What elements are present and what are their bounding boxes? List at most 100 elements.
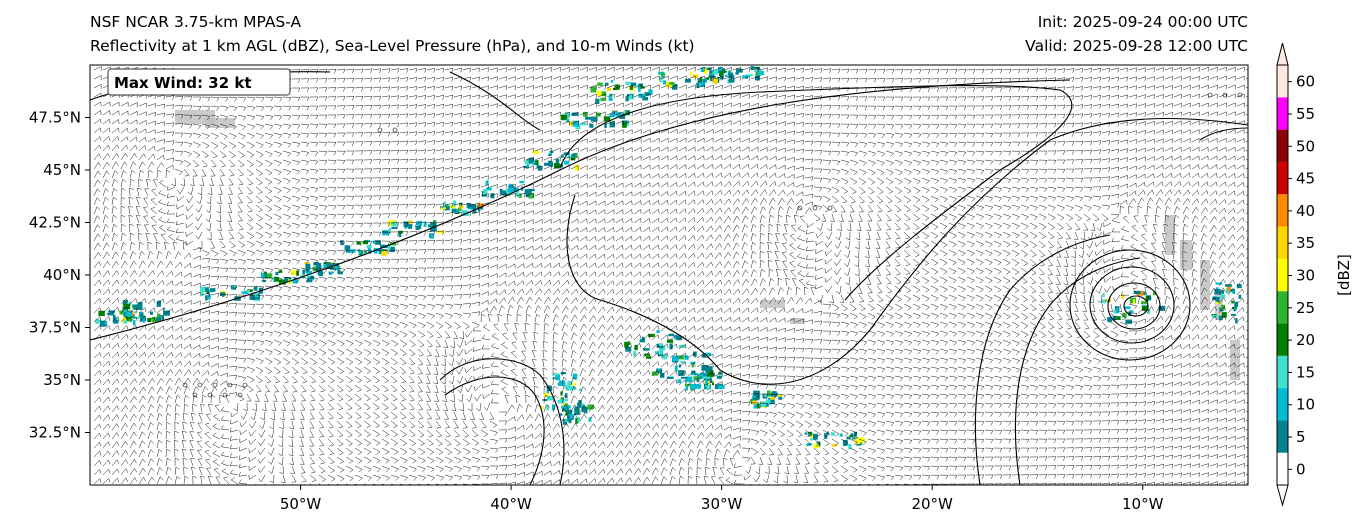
- reflectivity-cell: [279, 279, 286, 285]
- reflectivity-cell: [768, 398, 775, 404]
- reflectivity-cell: [1121, 294, 1125, 299]
- reflectivity-cell: [1221, 290, 1224, 294]
- reflectivity-cell: [560, 114, 568, 121]
- colorbar-tick-label: 25: [1296, 299, 1315, 317]
- colorbar-segment: [1277, 65, 1288, 98]
- reflectivity-cell: [722, 70, 727, 73]
- reflectivity-cell: [524, 189, 532, 195]
- reflectivity-cell: [561, 163, 563, 168]
- reflectivity-cell: [485, 187, 492, 191]
- longitude-ticks: 50°W 40°W 30°W 20°W 10°W: [280, 485, 1164, 513]
- reflectivity-cell: [292, 278, 298, 283]
- reflectivity-cell: [406, 224, 413, 228]
- reflectivity-cell: [308, 276, 315, 280]
- reflectivity-cell: [1212, 296, 1217, 301]
- reflectivity-cell: [335, 266, 341, 271]
- reflectivity-cell: [330, 266, 337, 270]
- reflectivity-cell: [705, 370, 710, 374]
- reflectivity-cell: [656, 330, 660, 333]
- reflectivity-cell: [398, 233, 402, 238]
- max-wind-box: Max Wind: 32 kt: [107, 68, 291, 96]
- reflectivity-cell: [1101, 299, 1107, 304]
- reflectivity-cell: [156, 313, 161, 319]
- reflectivity-cell: [323, 264, 330, 269]
- calm-wind-circle: [212, 382, 218, 388]
- reflectivity-cell: [581, 406, 587, 413]
- reflectivity-cell: [1238, 294, 1242, 299]
- reflectivity-cell: [813, 443, 819, 449]
- reflectivity-cell: [604, 123, 607, 129]
- reflectivity-cell: [656, 344, 663, 348]
- reflectivity-cell: [1129, 310, 1134, 314]
- reflectivity-cell: [387, 244, 391, 250]
- reflectivity-cell: [1227, 286, 1231, 292]
- reflectivity-cell: [372, 240, 376, 244]
- reflectivity-cell: [391, 226, 398, 229]
- reflectivity-cell: [709, 70, 714, 74]
- reflectivity-cell: [629, 85, 633, 90]
- isobar: [439, 358, 565, 485]
- reflectivity-cell: [570, 157, 576, 161]
- calm-wind-circle: [197, 382, 203, 388]
- reflectivity-cell: [648, 89, 653, 95]
- colorbar-tick-label: 40: [1296, 202, 1315, 220]
- reflectivity-cell: [641, 336, 645, 342]
- reflectivity-cell: [770, 396, 775, 400]
- reflectivity-cell: [440, 207, 446, 210]
- reflectivity-cell: [1115, 316, 1121, 320]
- colorbar-tick-label: 5: [1296, 428, 1306, 446]
- calm-wind-circle: [827, 205, 833, 211]
- reflectivity-cell: [1215, 282, 1223, 285]
- reflectivity-cell: [200, 286, 206, 293]
- reflectivity-field: [95, 66, 1242, 450]
- reflectivity-cell: [443, 206, 450, 211]
- reflectivity-cell: [563, 403, 566, 407]
- colorbar-tick-label: 35: [1296, 234, 1315, 252]
- reflectivity-cell: [574, 165, 580, 171]
- reflectivity-cell: [703, 377, 708, 381]
- colorbar-tick-label: 45: [1296, 170, 1315, 188]
- reflectivity-cell: [307, 275, 311, 278]
- reflectivity-cell: [735, 71, 739, 75]
- lat-tick-label: 32.5°N: [29, 424, 81, 442]
- reflectivity-cell: [778, 394, 783, 397]
- reflectivity-cell: [587, 404, 594, 410]
- reflectivity-cell: [560, 372, 566, 375]
- reflectivity-cell: [625, 346, 632, 352]
- reflectivity-cell: [415, 225, 420, 231]
- reflectivity-cell: [564, 112, 570, 118]
- reflectivity-cell: [581, 122, 587, 126]
- latitude-ticks: 47.5°N 45°N 42.5°N 40°N 37.5°N 35°N 32.5°N: [29, 109, 90, 442]
- calm-wind-circle: [797, 205, 803, 211]
- reflectivity-cell: [639, 86, 645, 89]
- reflectivity-cell: [1112, 315, 1117, 321]
- reflectivity-cell: [1132, 299, 1136, 304]
- reflectivity-cell: [515, 193, 520, 197]
- reflectivity-cell: [156, 301, 161, 307]
- reflectivity-cell: [1216, 296, 1220, 303]
- reflectivity-cell: [705, 380, 708, 386]
- reflectivity-cell: [552, 404, 555, 411]
- reflectivity-cell: [477, 203, 485, 208]
- reflectivity-cell: [625, 122, 630, 126]
- reflectivity-cell: [305, 268, 310, 272]
- reflectivity-cell: [701, 365, 709, 371]
- reflectivity-cell: [543, 393, 549, 397]
- reflectivity-cell: [659, 76, 663, 83]
- reflectivity-cell: [329, 271, 334, 274]
- land-patch: [1180, 240, 1192, 270]
- reflectivity-cell: [572, 383, 577, 386]
- reflectivity-cell: [159, 316, 163, 322]
- reflectivity-cell: [163, 307, 166, 310]
- lat-tick-label: 42.5°N: [29, 214, 81, 232]
- reflectivity-cell: [518, 193, 522, 198]
- reflectivity-cell: [715, 384, 719, 390]
- reflectivity-cell: [712, 69, 719, 75]
- reflectivity-cell: [564, 160, 570, 165]
- colorbar-segment: [1277, 452, 1288, 485]
- reflectivity-cell: [697, 78, 703, 83]
- reflectivity-cell: [571, 153, 576, 157]
- reflectivity-cell: [340, 240, 344, 245]
- reflectivity-cell: [452, 200, 457, 207]
- reflectivity-cell: [712, 78, 718, 84]
